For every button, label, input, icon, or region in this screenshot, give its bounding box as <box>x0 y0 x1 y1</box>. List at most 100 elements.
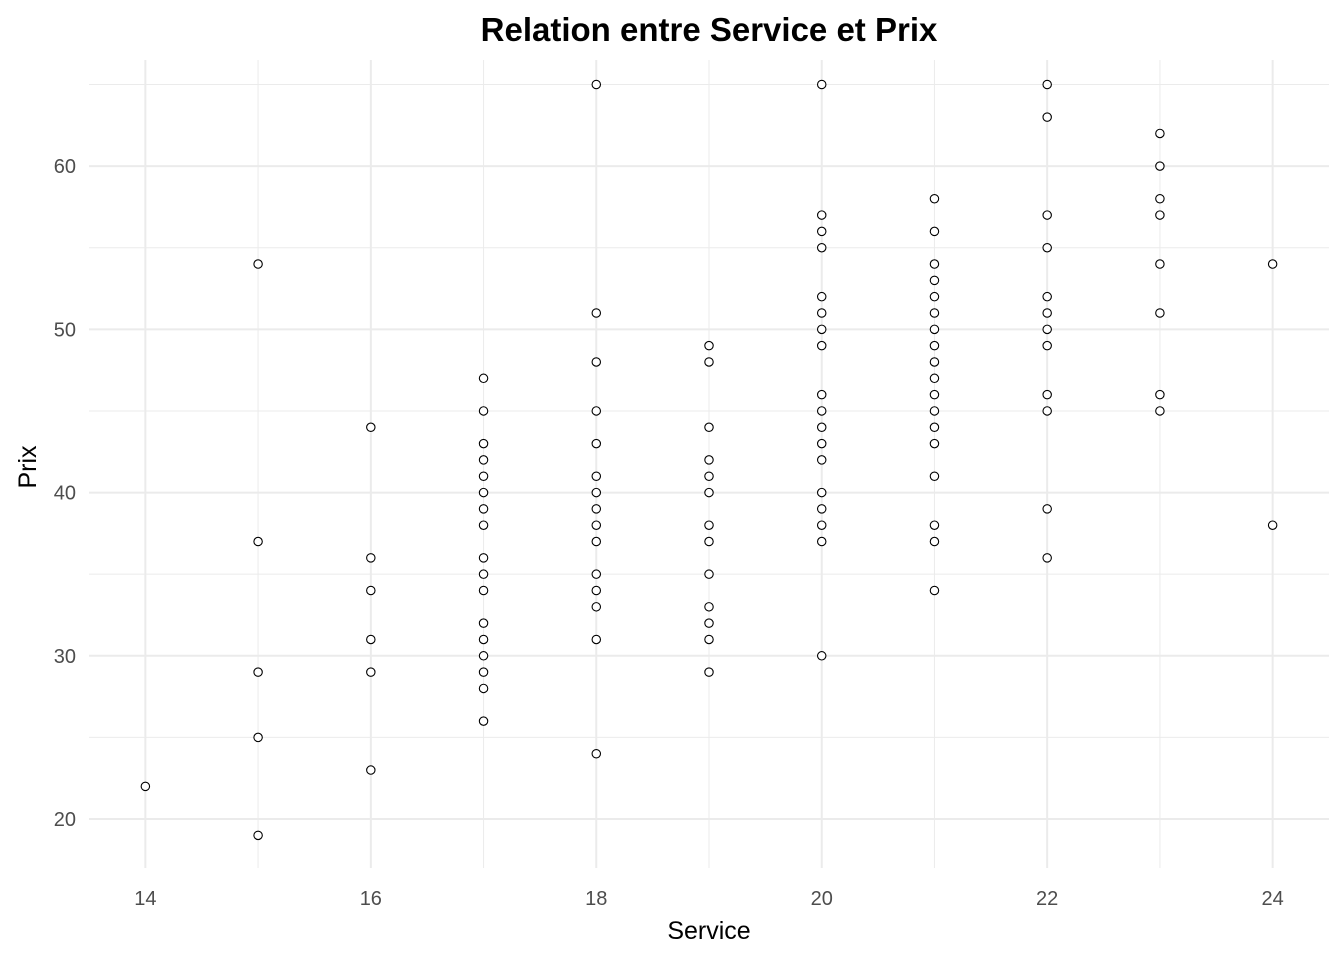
data-point <box>478 585 489 596</box>
data-point <box>253 830 263 841</box>
data-point <box>704 422 714 433</box>
data-point <box>478 504 489 514</box>
data-point <box>816 210 827 220</box>
data-point <box>478 487 489 498</box>
data-point <box>366 634 376 645</box>
data-point <box>591 79 602 90</box>
data-point <box>816 504 827 514</box>
data-points <box>140 79 1278 841</box>
data-point <box>1267 520 1278 530</box>
data-point <box>366 422 376 433</box>
data-point <box>1155 128 1165 139</box>
data-point <box>591 536 602 547</box>
data-point <box>478 618 489 628</box>
data-point <box>704 618 714 628</box>
data-point <box>366 553 376 563</box>
data-point <box>253 732 263 743</box>
data-point <box>478 716 489 726</box>
data-point <box>591 357 602 367</box>
data-point <box>591 438 602 449</box>
data-point <box>1042 389 1052 400</box>
data-point <box>929 226 940 237</box>
data-point <box>704 455 714 465</box>
y-tick-label: 20 <box>54 809 76 831</box>
y-tick-label: 40 <box>54 483 76 505</box>
x-tick-label: 18 <box>585 888 607 910</box>
grid-lines <box>89 60 1329 868</box>
data-point <box>1042 210 1052 220</box>
y-tick-label: 50 <box>54 319 76 341</box>
data-point <box>816 536 827 547</box>
data-point <box>366 585 376 596</box>
data-point <box>478 520 489 530</box>
data-point <box>1155 210 1165 220</box>
data-point <box>591 634 602 645</box>
x-tick-label: 22 <box>1036 888 1058 910</box>
y-tick-label: 60 <box>54 156 76 178</box>
data-point <box>591 748 602 759</box>
data-point <box>929 520 940 530</box>
data-point <box>1267 259 1278 269</box>
data-point <box>140 781 151 792</box>
data-point <box>816 226 827 237</box>
data-point <box>704 340 714 351</box>
axis-ticks: 14 16 18 20 22 24 20 30 40 50 60 <box>54 156 1284 910</box>
data-point <box>704 536 714 547</box>
data-point <box>478 667 489 677</box>
data-point <box>478 471 489 481</box>
x-axis-title: Service <box>667 917 750 945</box>
data-point <box>816 422 827 433</box>
data-point <box>478 455 489 465</box>
data-point <box>816 651 827 661</box>
data-point <box>1155 389 1165 400</box>
data-point <box>1155 308 1165 318</box>
data-point <box>1155 193 1165 204</box>
data-point <box>591 406 602 416</box>
data-point <box>1155 161 1165 171</box>
data-point <box>591 487 602 498</box>
data-point <box>478 651 489 661</box>
data-point <box>1155 406 1165 416</box>
data-point <box>366 765 376 775</box>
data-point <box>591 602 602 612</box>
data-point <box>1042 308 1052 318</box>
data-point <box>704 471 714 481</box>
data-point <box>929 308 940 318</box>
data-point <box>478 569 489 579</box>
data-point <box>816 438 827 449</box>
data-point <box>253 259 263 269</box>
data-point <box>591 520 602 530</box>
data-point <box>816 291 827 302</box>
data-point <box>478 553 489 563</box>
data-point <box>1042 112 1052 122</box>
data-point <box>591 471 602 481</box>
data-point <box>816 455 827 465</box>
data-point <box>929 471 940 481</box>
data-point <box>929 373 940 384</box>
data-point <box>704 602 714 612</box>
data-point <box>704 487 714 498</box>
data-point <box>591 504 602 514</box>
data-point <box>253 536 263 547</box>
data-point <box>478 373 489 384</box>
data-point <box>704 667 714 677</box>
chart-title: Relation entre Service et Prix <box>480 11 938 48</box>
data-point <box>816 242 827 253</box>
x-tick-label: 14 <box>134 888 156 910</box>
data-point <box>704 634 714 645</box>
data-point <box>704 569 714 579</box>
data-point <box>816 487 827 498</box>
y-axis-title: Prix <box>14 445 42 489</box>
data-point <box>929 585 940 596</box>
data-point <box>929 291 940 302</box>
y-tick-label: 30 <box>54 646 76 668</box>
data-point <box>704 357 714 367</box>
data-point <box>478 406 489 416</box>
data-point <box>929 324 940 335</box>
data-point <box>929 389 940 400</box>
data-point <box>929 275 940 286</box>
data-point <box>816 520 827 530</box>
x-tick-label: 20 <box>811 888 833 910</box>
data-point <box>1042 406 1052 416</box>
